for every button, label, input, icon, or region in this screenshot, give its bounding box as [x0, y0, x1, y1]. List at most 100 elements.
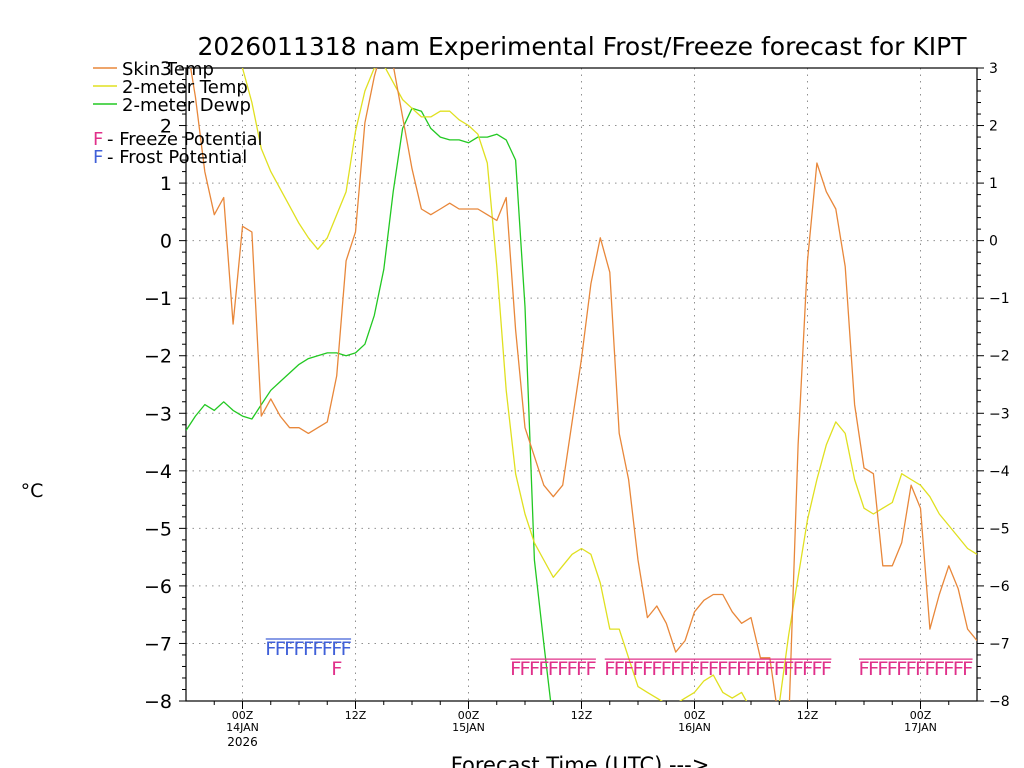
freeze-marker: F [887, 658, 898, 680]
y-tick-label: −8 [144, 691, 172, 713]
freeze-marker: F [736, 658, 747, 680]
freeze-marker: F [792, 658, 803, 680]
y-axis-left: 3 2 1 0 −1 −2 −3 −4 −5 −6 −7 −8 [144, 58, 186, 713]
x-tick-label: 00Z [910, 709, 932, 722]
x-tick-date: 17JAN [904, 721, 937, 734]
freeze-marker: F [566, 658, 577, 680]
freeze-marker: F [331, 658, 342, 680]
x-tick-date: 14JAN [226, 721, 259, 734]
freeze-marker: F [783, 658, 794, 680]
freeze-marker: F [858, 658, 869, 680]
legend-label: Skin Temp [122, 59, 214, 80]
y-tick-label-right: 1 [989, 176, 998, 192]
y-tick-label: −7 [144, 633, 172, 655]
frost-marker: F [265, 638, 276, 660]
x-tick-label: 00Z [458, 709, 480, 722]
y-axis-label: °C [21, 480, 44, 502]
frost-marker: F [284, 638, 295, 660]
freeze-marker: F [934, 658, 945, 680]
frost-marker: F [293, 638, 304, 660]
series-line-2-meter-dewp [186, 107, 552, 701]
y-tick-label-right: −7 [989, 636, 1010, 652]
freeze-marker: F [924, 658, 935, 680]
series-lines [186, 68, 977, 701]
freeze-marker: F [642, 658, 653, 680]
y-tick-label-right: −3 [989, 406, 1010, 422]
frost-marker: F [340, 638, 351, 660]
freeze-marker: F [623, 658, 634, 680]
freeze-marker: F [877, 658, 888, 680]
freeze-marker: F [774, 658, 785, 680]
y-tick-label-right: 3 [989, 61, 998, 77]
freeze-marker: F [726, 658, 737, 680]
freeze-marker: F [585, 658, 596, 680]
freeze-marker: F [632, 658, 643, 680]
freeze-marker: F [613, 658, 624, 680]
legend-potential-label: - Frost Potential [107, 147, 247, 168]
x-tick-label: 00Z [232, 709, 254, 722]
legend-potential-symbol: F [93, 129, 103, 150]
freeze-marker: F [661, 658, 672, 680]
freeze-marker: F [679, 658, 690, 680]
y-tick-label: 3 [160, 58, 172, 80]
freeze-marker: F [821, 658, 832, 680]
chart-title: 2026011318 nam Experimental Frost/Freeze… [198, 32, 968, 61]
freeze-marker: F [764, 658, 775, 680]
y-axis-right: 3 2 1 0 −1 −2 −3 −4 −5 −6 −7 −8 [977, 61, 1010, 710]
gridlines [186, 68, 977, 701]
freeze-marker: F [529, 658, 540, 680]
freeze-marker: F [915, 658, 926, 680]
y-tick-label: 1 [160, 173, 172, 195]
x-tick-label: 12Z [571, 709, 593, 722]
series-line-skin-temp [190, 68, 977, 701]
freeze-marker: F [510, 658, 521, 680]
y-tick-label: 2 [160, 116, 172, 138]
y-tick-label: −3 [144, 403, 172, 425]
freeze-marker: F [868, 658, 879, 680]
freeze-marker: F [538, 658, 549, 680]
freeze-marker: F [708, 658, 719, 680]
freeze-marker: F [745, 658, 756, 680]
freeze-marker: F [811, 658, 822, 680]
series-line-2-meter-temp [241, 68, 977, 701]
freeze-marker: F [548, 658, 559, 680]
freeze-marker: F [943, 658, 954, 680]
legend-label: 2-meter Dewp [122, 95, 251, 116]
y-tick-label: 0 [160, 231, 172, 253]
y-tick-label-right: −1 [989, 291, 1010, 307]
x-axis-label: Forecast Time (UTC) ---> [451, 753, 710, 768]
y-tick-label: −4 [144, 461, 172, 483]
y-tick-label-right: −5 [989, 521, 1010, 537]
freeze-marker: F [896, 658, 907, 680]
y-tick-label-right: −6 [989, 579, 1010, 595]
frost-marker: F [274, 638, 285, 660]
freeze-marker: F [962, 658, 973, 680]
y-tick-label-right: −8 [989, 694, 1010, 710]
y-tick-label: −5 [144, 518, 172, 540]
freeze-marker: F [519, 658, 530, 680]
plot-frame [185, 67, 978, 702]
x-tick-label: 12Z [345, 709, 367, 722]
y-tick-label-right: 2 [989, 119, 998, 135]
y-tick-label-right: −4 [989, 464, 1010, 480]
freeze-marker: F [557, 658, 568, 680]
freeze-marker: F [952, 658, 963, 680]
legend-potential-symbol: F [93, 147, 103, 168]
x-tick-date: 15JAN [452, 721, 485, 734]
x-tick-year: 2026 [227, 735, 258, 749]
frost-marker: F [322, 638, 333, 660]
y-tick-label-right: 0 [989, 234, 998, 250]
freeze-marker: F [717, 658, 728, 680]
freeze-marker: F [651, 658, 662, 680]
freeze-marker: F [689, 658, 700, 680]
x-tick-date: 16JAN [678, 721, 711, 734]
legend-label: 2-meter Temp [122, 77, 248, 98]
freeze-marker: F [576, 658, 587, 680]
freeze-marker: F [802, 658, 813, 680]
y-tick-label: −2 [144, 346, 172, 368]
